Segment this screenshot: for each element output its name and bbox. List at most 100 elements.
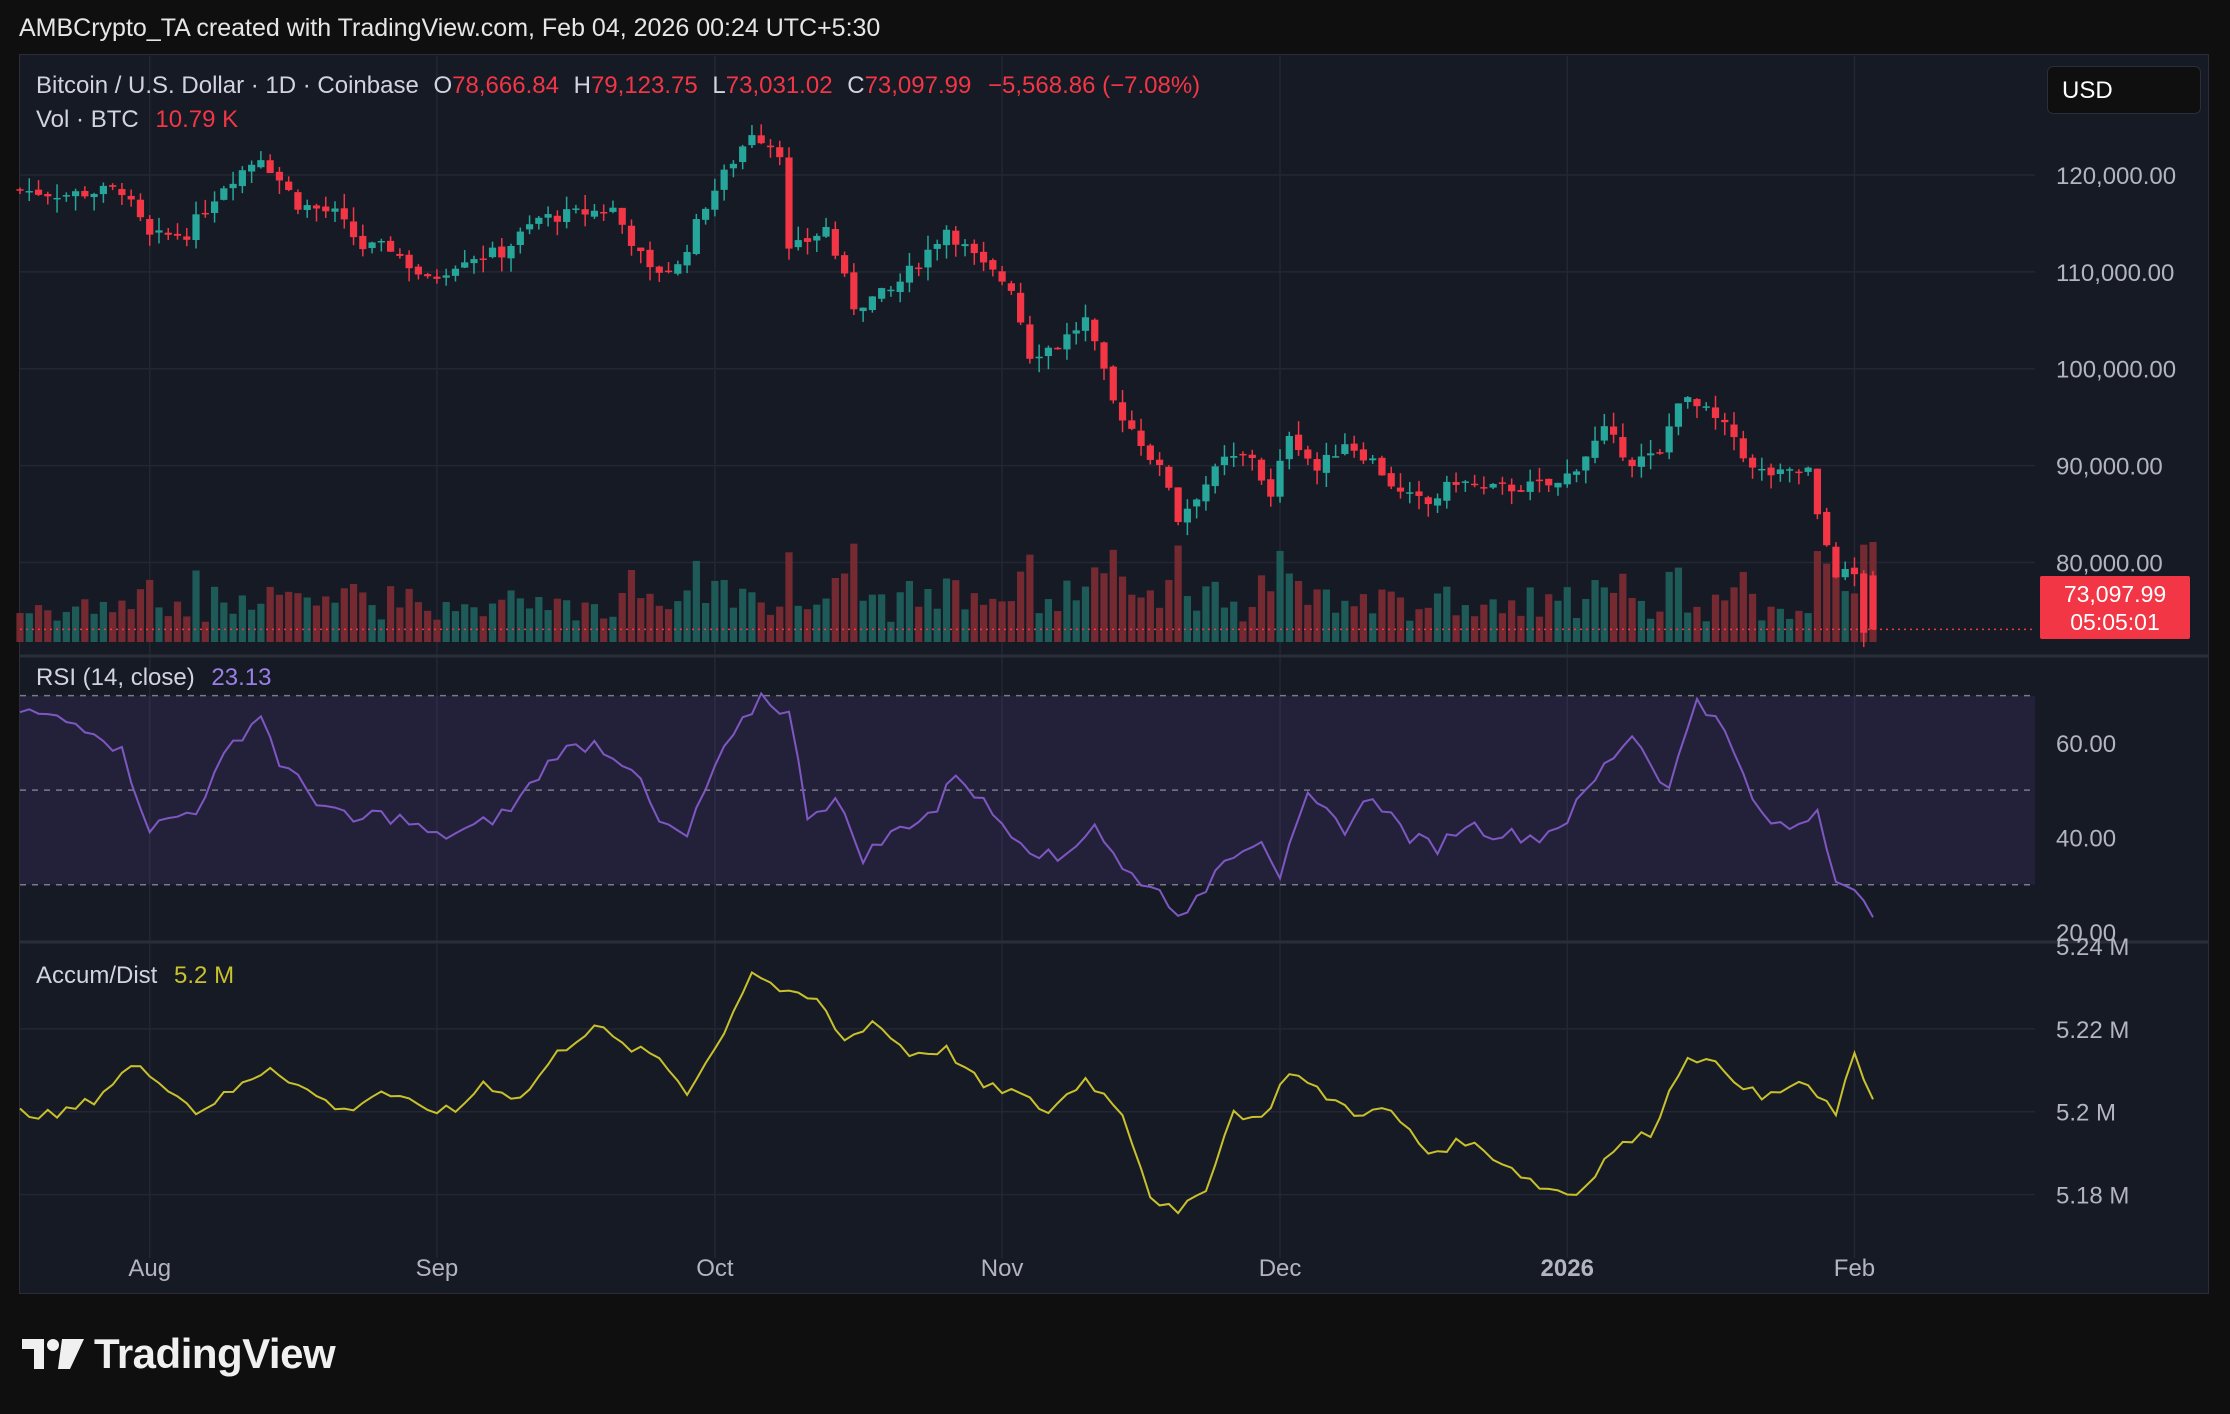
volume-bar bbox=[1100, 573, 1108, 642]
candle-body bbox=[507, 245, 515, 259]
volume-bar bbox=[25, 613, 33, 642]
ad-tick-label: 5.2 M bbox=[2056, 1100, 2116, 1127]
volume-bar bbox=[340, 588, 348, 642]
candle-body bbox=[674, 264, 682, 274]
candle-body bbox=[1609, 426, 1618, 435]
volume-bar bbox=[915, 606, 923, 642]
candle-body bbox=[1582, 456, 1590, 471]
volume-bar bbox=[1452, 615, 1460, 642]
candle-countdown: 05:05:01 bbox=[2070, 609, 2160, 635]
rsi-line bbox=[19, 691, 1874, 918]
candle-body bbox=[692, 219, 700, 255]
low-label: L bbox=[712, 72, 726, 99]
volume-bar bbox=[1026, 554, 1034, 642]
tradingview-logo[interactable]: TradingView bbox=[22, 1330, 336, 1378]
volume-bar bbox=[1563, 587, 1571, 642]
volume-bar bbox=[664, 609, 673, 642]
rsi-label[interactable]: RSI (14, close) bbox=[36, 664, 195, 691]
volume-bar bbox=[998, 601, 1006, 642]
volume-bar bbox=[1165, 579, 1173, 642]
volume-bar bbox=[183, 616, 191, 642]
candle-body bbox=[1674, 403, 1683, 427]
volume-bar bbox=[71, 606, 80, 642]
currency-button[interactable]: USD bbox=[2047, 66, 2201, 114]
volume-bar bbox=[776, 606, 784, 642]
volume-bar bbox=[1091, 567, 1099, 642]
volume-bar bbox=[442, 602, 450, 642]
candle-body bbox=[1369, 458, 1377, 461]
volume-bar bbox=[1656, 611, 1664, 642]
low-value: 73,031.02 bbox=[725, 72, 833, 99]
candle-body bbox=[535, 217, 543, 224]
tradingview-logo-icon bbox=[22, 1339, 84, 1369]
candle-body bbox=[155, 230, 163, 233]
volume-bar bbox=[1498, 613, 1506, 642]
candle-body bbox=[905, 265, 914, 283]
candle-body bbox=[266, 160, 274, 174]
time-tick-label: Aug bbox=[128, 1255, 171, 1282]
volume-bar bbox=[961, 609, 969, 642]
candle-body bbox=[238, 170, 246, 187]
candle-body bbox=[414, 266, 422, 275]
volume-bar bbox=[646, 593, 654, 642]
candle-body bbox=[1332, 456, 1340, 458]
candle-body bbox=[71, 191, 80, 197]
volume-label[interactable]: Vol · BTC bbox=[36, 106, 139, 133]
ad-line bbox=[19, 971, 1874, 1215]
candle-body bbox=[396, 253, 404, 256]
candle-body bbox=[1313, 459, 1321, 471]
candle-body bbox=[1702, 406, 1710, 408]
price-tick-label: 100,000.00 bbox=[2056, 357, 2176, 384]
symbol-title[interactable]: Bitcoin / U.S. Dollar · 1D · Coinbase bbox=[36, 72, 419, 99]
candle-body bbox=[1007, 283, 1015, 291]
candle-body bbox=[322, 206, 330, 212]
volume-bar bbox=[136, 589, 145, 642]
candle-body bbox=[1554, 482, 1562, 488]
candle-body bbox=[1600, 426, 1608, 441]
candle-body bbox=[1285, 436, 1293, 460]
candle-body bbox=[646, 249, 654, 268]
candle-body bbox=[1128, 420, 1136, 429]
volume-bar bbox=[1739, 571, 1747, 642]
volume-bar bbox=[822, 598, 830, 642]
volume-bar bbox=[1415, 609, 1423, 642]
candle-body bbox=[961, 244, 969, 247]
candle-body bbox=[44, 194, 52, 197]
price-tick-label: 80,000.00 bbox=[2056, 550, 2163, 577]
rsi-band-fill bbox=[20, 695, 2035, 885]
time-tick-label: Dec bbox=[1259, 1255, 1302, 1282]
candle-body bbox=[785, 157, 793, 249]
volume-bar bbox=[553, 598, 561, 642]
candle-body bbox=[1563, 473, 1571, 485]
volume-bar bbox=[1054, 611, 1062, 642]
candle-body bbox=[831, 229, 839, 256]
time-tick-label: Nov bbox=[981, 1255, 1024, 1282]
volume-bar bbox=[572, 620, 580, 642]
ad-label[interactable]: Accum/Dist bbox=[36, 962, 158, 989]
candle-body bbox=[1535, 479, 1544, 482]
volume-bar bbox=[1294, 581, 1303, 642]
candle-body bbox=[34, 189, 43, 195]
volume-bar bbox=[1795, 610, 1803, 642]
volume-bar bbox=[1267, 591, 1275, 642]
candle-body bbox=[1628, 459, 1636, 467]
candle-body bbox=[840, 255, 849, 274]
candle-body bbox=[748, 135, 756, 146]
volume-bar bbox=[1211, 581, 1219, 642]
volume-bar bbox=[859, 600, 867, 642]
candle-body bbox=[1452, 482, 1460, 485]
volume-bar bbox=[1359, 594, 1368, 642]
candle-body bbox=[1721, 419, 1729, 423]
candle-body bbox=[618, 207, 626, 225]
candle-body bbox=[664, 270, 673, 273]
candle-body bbox=[303, 205, 311, 210]
candle-body bbox=[461, 262, 469, 268]
price-tick-label: 90,000.00 bbox=[2056, 454, 2163, 481]
volume-bar bbox=[1128, 594, 1136, 642]
volume-bar bbox=[1721, 600, 1729, 642]
candle-body bbox=[1017, 292, 1025, 323]
candle-body bbox=[1165, 466, 1173, 488]
volume-bar bbox=[1230, 601, 1238, 642]
candle-body bbox=[1786, 469, 1794, 471]
